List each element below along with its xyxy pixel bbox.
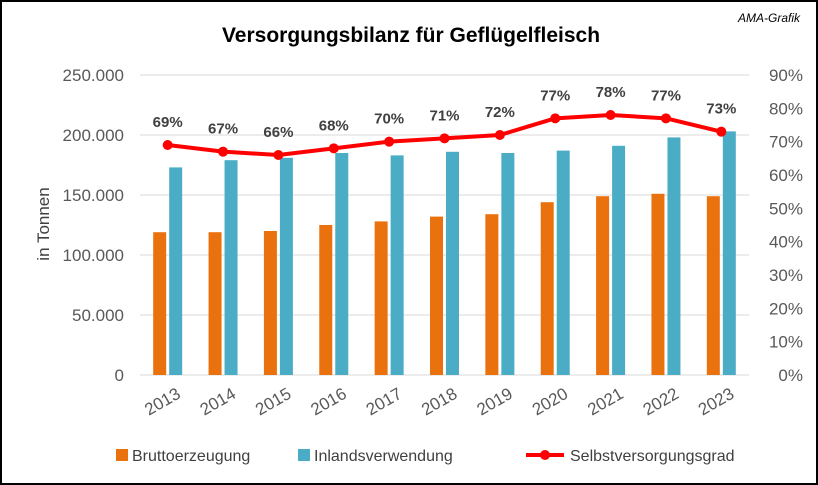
bar-bruttoerzeugung bbox=[540, 202, 554, 375]
y2-tick-label: 40% bbox=[769, 233, 803, 252]
bar-inlandsverwendung bbox=[446, 151, 459, 375]
bar-inlandsverwendung bbox=[169, 167, 183, 375]
y-tick-label: 200.000 bbox=[63, 126, 124, 145]
y-tick-label: 0 bbox=[115, 366, 124, 385]
y2-tick-label: 10% bbox=[769, 333, 803, 352]
y-tick-label: 150.000 bbox=[63, 186, 124, 205]
legend: Bruttoerzeugung Inlandsverwendung Selbstve… bbox=[116, 448, 735, 465]
y2-tick-label: 70% bbox=[769, 133, 803, 152]
bar-bruttoerzeugung bbox=[430, 216, 443, 375]
line-point bbox=[605, 110, 616, 120]
x-tick-label: 2016 bbox=[308, 384, 350, 419]
bar-inlandsverwendung bbox=[224, 160, 238, 375]
x-tick-label: 2013 bbox=[141, 384, 183, 419]
data-label: 70% bbox=[374, 111, 404, 128]
y2-tick-label: 60% bbox=[769, 166, 803, 185]
x-tick-label: 2020 bbox=[529, 384, 571, 419]
data-label: 78% bbox=[596, 84, 626, 101]
bar-inlandsverwendung bbox=[612, 145, 626, 375]
line-layer: 69% 67% 66% 68% 70% 71% 72% 77% 78% 77% 73% bbox=[153, 84, 736, 160]
data-label: 72% bbox=[485, 104, 515, 121]
bar-inlandsverwendung bbox=[501, 153, 515, 375]
bar-inlandsverwendung bbox=[390, 155, 404, 375]
bar-bruttoerzeugung bbox=[596, 196, 610, 375]
data-label: 66% bbox=[263, 124, 293, 141]
data-label: 69% bbox=[153, 114, 183, 131]
line-point bbox=[494, 130, 505, 140]
bar-bruttoerzeugung bbox=[263, 231, 277, 375]
chart-credit: AMA-Grafik bbox=[737, 11, 801, 25]
bar-bruttoerzeugung bbox=[153, 232, 167, 375]
x-tick-label: 2023 bbox=[695, 384, 737, 419]
line-point bbox=[384, 136, 395, 147]
data-label: 71% bbox=[429, 107, 459, 124]
y2-tick-label: 50% bbox=[769, 199, 803, 218]
bar-bruttoerzeugung bbox=[208, 232, 222, 375]
bar-bruttoerzeugung bbox=[374, 221, 388, 375]
x-tick-label: 2015 bbox=[252, 384, 294, 419]
line-point bbox=[550, 113, 561, 124]
y-axis-label: in Tonnen bbox=[34, 187, 53, 260]
bar-inlandsverwendung bbox=[335, 153, 349, 375]
bar-inlandsverwendung bbox=[667, 137, 681, 375]
legend-label: Bruttoerzeugung bbox=[132, 448, 250, 465]
line-point bbox=[439, 133, 450, 144]
data-label: 77% bbox=[540, 87, 570, 104]
bar-inlandsverwendung bbox=[722, 131, 736, 375]
legend-label: Inlandsverwendung bbox=[314, 448, 453, 465]
y2-tick-label: 80% bbox=[769, 99, 803, 118]
line-point bbox=[660, 113, 671, 124]
x-tick-label: 2021 bbox=[584, 384, 626, 419]
bar-bruttoerzeugung bbox=[706, 196, 720, 375]
line-point bbox=[218, 146, 229, 157]
legend-marker bbox=[540, 450, 550, 460]
y2-tick-label: 90% bbox=[769, 66, 803, 85]
legend-label: Selbstversorgungsgrad bbox=[570, 448, 735, 465]
bar-bruttoerzeugung bbox=[319, 225, 333, 375]
legend-swatch bbox=[298, 449, 310, 461]
y2-tick-label: 30% bbox=[769, 266, 803, 285]
bar-bruttoerzeugung bbox=[485, 214, 499, 375]
axis-layer: 0 50.000 100.000 150.000 200.000 250.000 0% 10%… bbox=[63, 66, 803, 419]
legend-swatch bbox=[116, 449, 128, 461]
x-tick-label: 2014 bbox=[197, 384, 239, 419]
x-tick-label: 2018 bbox=[418, 384, 460, 419]
x-tick-label: 2017 bbox=[363, 384, 405, 419]
x-tick-label: 2019 bbox=[474, 384, 516, 419]
y-tick-label: 50.000 bbox=[72, 306, 124, 325]
bar-inlandsverwendung bbox=[279, 157, 293, 375]
data-label: 77% bbox=[651, 87, 681, 104]
x-tick-label: 2022 bbox=[640, 384, 682, 419]
y2-tick-label: 0% bbox=[778, 366, 803, 385]
line-point bbox=[716, 126, 727, 137]
bar-bruttoerzeugung bbox=[651, 193, 665, 375]
line-point bbox=[328, 143, 339, 154]
line-point bbox=[162, 140, 173, 150]
chart-title: Versorgungsbilanz für Geflügelfleisch bbox=[222, 24, 600, 47]
data-label: 68% bbox=[319, 117, 349, 134]
data-label: 73% bbox=[706, 101, 736, 118]
y-tick-label: 250.000 bbox=[63, 66, 124, 85]
bar-layer bbox=[153, 131, 736, 375]
y-tick-label: 100.000 bbox=[63, 246, 124, 265]
y2-tick-label: 20% bbox=[769, 299, 803, 318]
bar-inlandsverwendung bbox=[556, 150, 570, 375]
data-label: 67% bbox=[208, 121, 238, 138]
line-point bbox=[273, 150, 284, 160]
